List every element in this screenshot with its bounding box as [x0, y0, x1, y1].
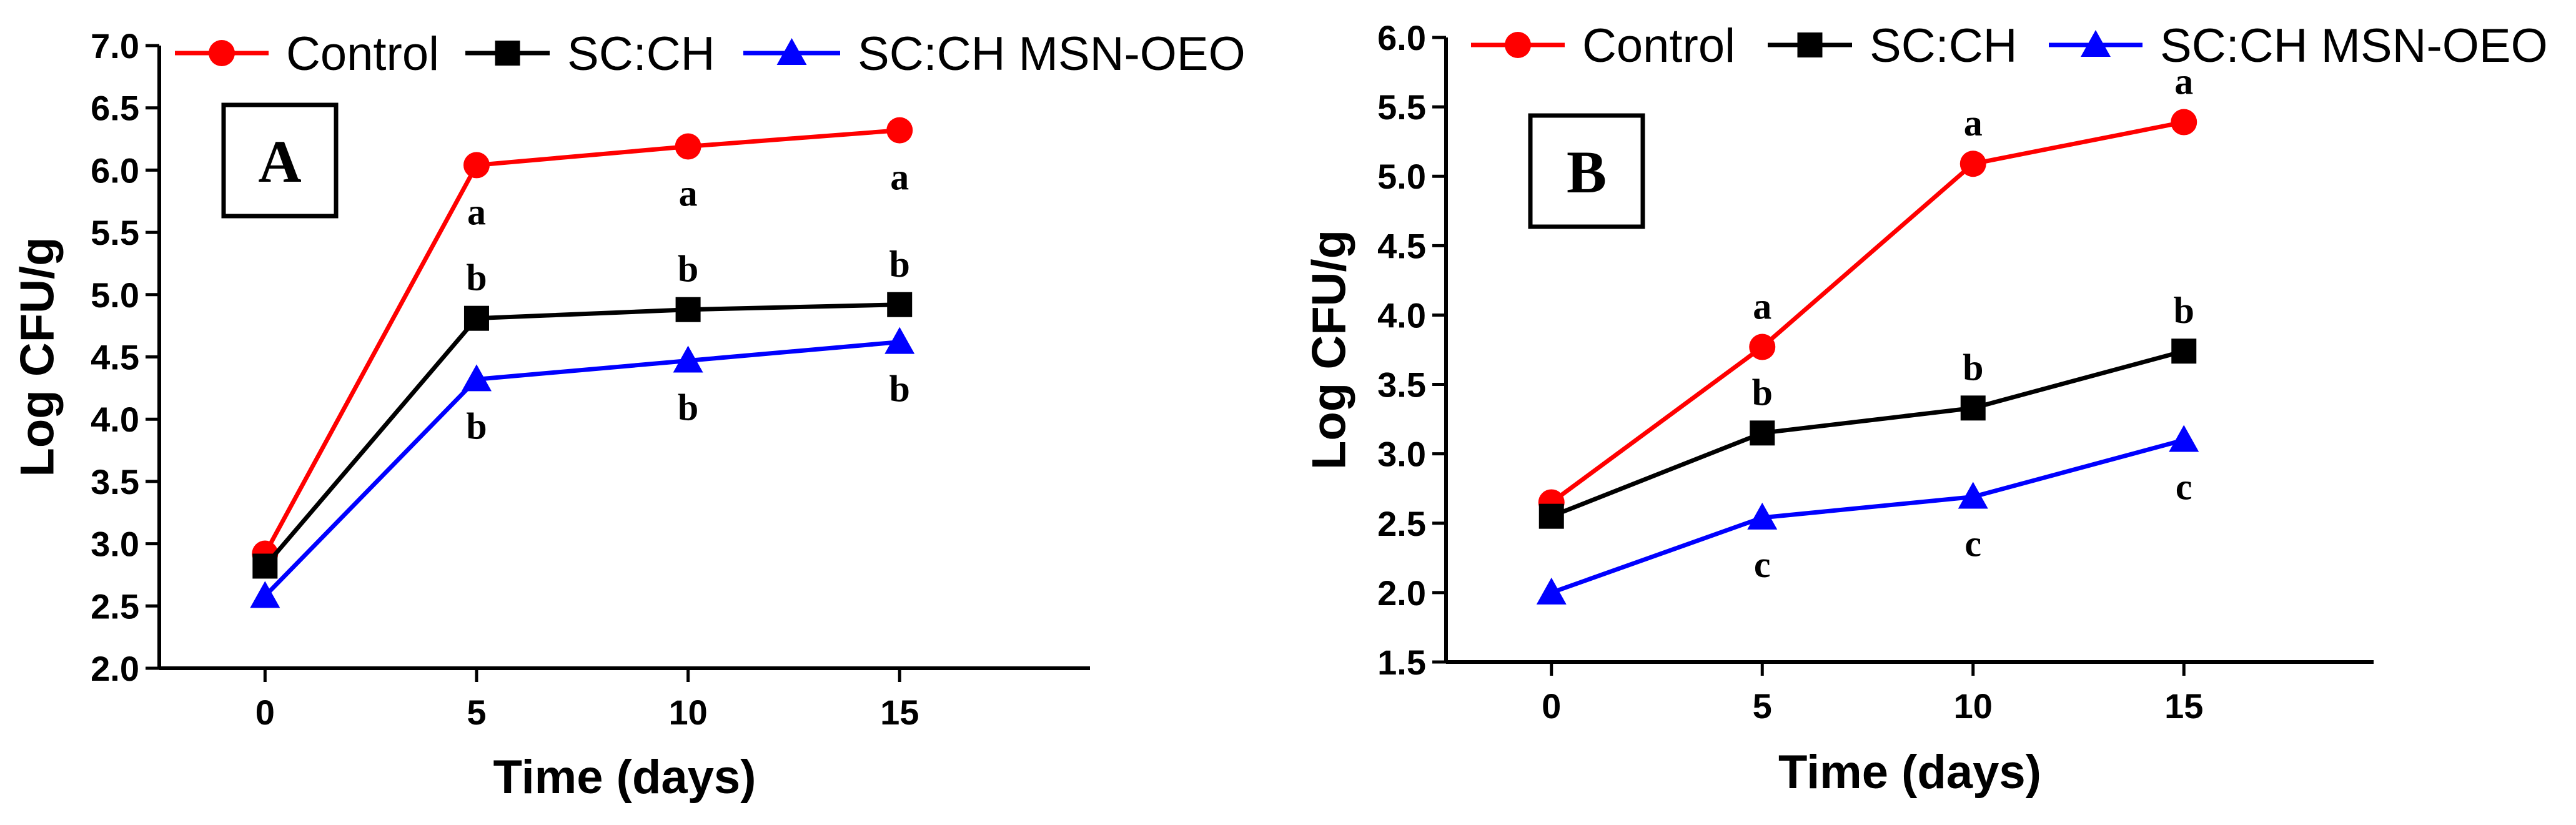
y-tick-label: 5.5 [1377, 87, 1426, 127]
panel-b: 1.5 2.0 2.5 3.0 3.5 4.0 4.5 5.0 5.5 6.0 0 5 10 15 Time… [1303, 18, 2548, 799]
significance-label: c [1964, 523, 1981, 565]
significance-label: b [678, 387, 698, 428]
y-tick-label: 2.5 [1377, 504, 1426, 543]
significance-label: c [2176, 466, 2192, 507]
data-point [886, 117, 913, 144]
x-tick-label: 5 [467, 693, 486, 732]
series-line [1550, 348, 2185, 518]
data-point [250, 581, 280, 608]
data-point [1959, 151, 1986, 177]
series-line [1550, 438, 2185, 595]
y-tick-label: 6.0 [91, 151, 139, 190]
significance-label: b [2174, 290, 2194, 331]
data-point [884, 327, 915, 354]
y-tick-label: 5.0 [91, 275, 139, 315]
series-line [263, 128, 900, 555]
series-line [1550, 120, 2184, 505]
legend-entry: SC:CH MSN-OEO [2160, 19, 2548, 72]
data-point [252, 553, 278, 579]
legend-entry: SC:CH [1870, 19, 2017, 72]
legend-marker [209, 40, 235, 66]
data-point [1538, 503, 1564, 529]
legend-marker [1797, 32, 1823, 57]
x-axis-title: Time (days) [1778, 746, 2041, 799]
y-tick-label: 2.0 [1377, 573, 1426, 613]
data-point [675, 133, 701, 160]
significance-label: a [679, 173, 698, 214]
significance-label: a [1964, 102, 1983, 144]
legend-marker [495, 41, 520, 66]
x-tick-label: 15 [880, 693, 919, 732]
significance-label: b [466, 257, 487, 299]
significance-label: c [1754, 544, 1771, 585]
significance-label: b [1963, 347, 1983, 388]
series-line [263, 340, 900, 598]
data-point [1750, 420, 1775, 446]
legend-entry: Control [1582, 19, 1735, 72]
significance-label: b [466, 405, 487, 447]
panel-label-box [221, 102, 339, 219]
x-axis-title: Time (days) [493, 751, 756, 804]
y-tick-label: 3.0 [1377, 435, 1426, 474]
y-axis-title: Log CFU/g [1303, 230, 1356, 470]
y-tick-label: 2.5 [91, 586, 139, 626]
significance-label: b [1752, 372, 1773, 413]
y-tick-label: 4.0 [91, 400, 139, 439]
data-point [2169, 425, 2199, 452]
significance-label: a [2174, 61, 2193, 102]
y-tick-label: 3.5 [91, 462, 139, 501]
y-tick-label: 4.5 [91, 338, 139, 377]
series-line [263, 302, 900, 568]
y-tick-label: 6.0 [1377, 18, 1426, 57]
significance-label: b [889, 368, 910, 410]
significance-label: a [1753, 286, 1771, 327]
data-point [887, 292, 913, 317]
legend-entry: SC:CH [567, 27, 715, 81]
y-tick-label: 3.5 [1377, 365, 1426, 405]
x-tick-label: 10 [668, 693, 707, 732]
panel-label-box [1528, 113, 1645, 229]
x-tick-label: 10 [1954, 686, 1993, 726]
data-point [461, 364, 492, 392]
legend-marker [2081, 30, 2111, 57]
data-point [675, 297, 701, 322]
data-point [2171, 109, 2197, 136]
data-point [673, 345, 703, 373]
significance-label: b [678, 249, 698, 290]
y-tick-label: 1.5 [1377, 643, 1426, 682]
legend-entry: Control [286, 27, 439, 81]
y-tick-label: 4.5 [1377, 226, 1426, 265]
legend-marker [776, 38, 807, 65]
panel-label: B [1567, 139, 1607, 205]
x-tick-label: 15 [2164, 686, 2203, 726]
x-tick-label: 0 [1542, 686, 1561, 726]
y-tick-label: 2.0 [91, 649, 139, 688]
x-tick-label: 5 [1753, 686, 1772, 726]
y-tick-label: 7.0 [91, 26, 139, 66]
y-axis-title: Log CFU/g [11, 237, 64, 477]
significance-label: b [889, 244, 910, 285]
data-point [1749, 333, 1776, 360]
panel-label: A [258, 128, 301, 195]
y-tick-label: 3.0 [91, 525, 139, 564]
y-tick-label: 6.5 [91, 89, 139, 128]
data-point [1958, 482, 1988, 509]
data-point [463, 305, 489, 331]
panel-a: 2.0 2.5 3.0 3.5 4.0 4.5 5.0 5.5 6.0 6.5 7.0 0 5 10 15 T… [11, 26, 1246, 804]
y-tick-label: 4.0 [1377, 295, 1426, 335]
data-point [2171, 338, 2197, 364]
data-point [1536, 577, 1567, 605]
significance-label: a [467, 191, 486, 232]
data-point [1747, 502, 1778, 530]
data-point [1960, 395, 1986, 421]
legend-marker [1505, 32, 1531, 58]
data-point [463, 152, 490, 179]
x-tick-label: 0 [255, 693, 275, 732]
significance-label: a [890, 157, 909, 198]
legend-entry: SC:CH MSN-OEO [858, 27, 1246, 81]
y-tick-label: 5.0 [1377, 157, 1426, 196]
y-tick-label: 5.5 [91, 213, 139, 252]
